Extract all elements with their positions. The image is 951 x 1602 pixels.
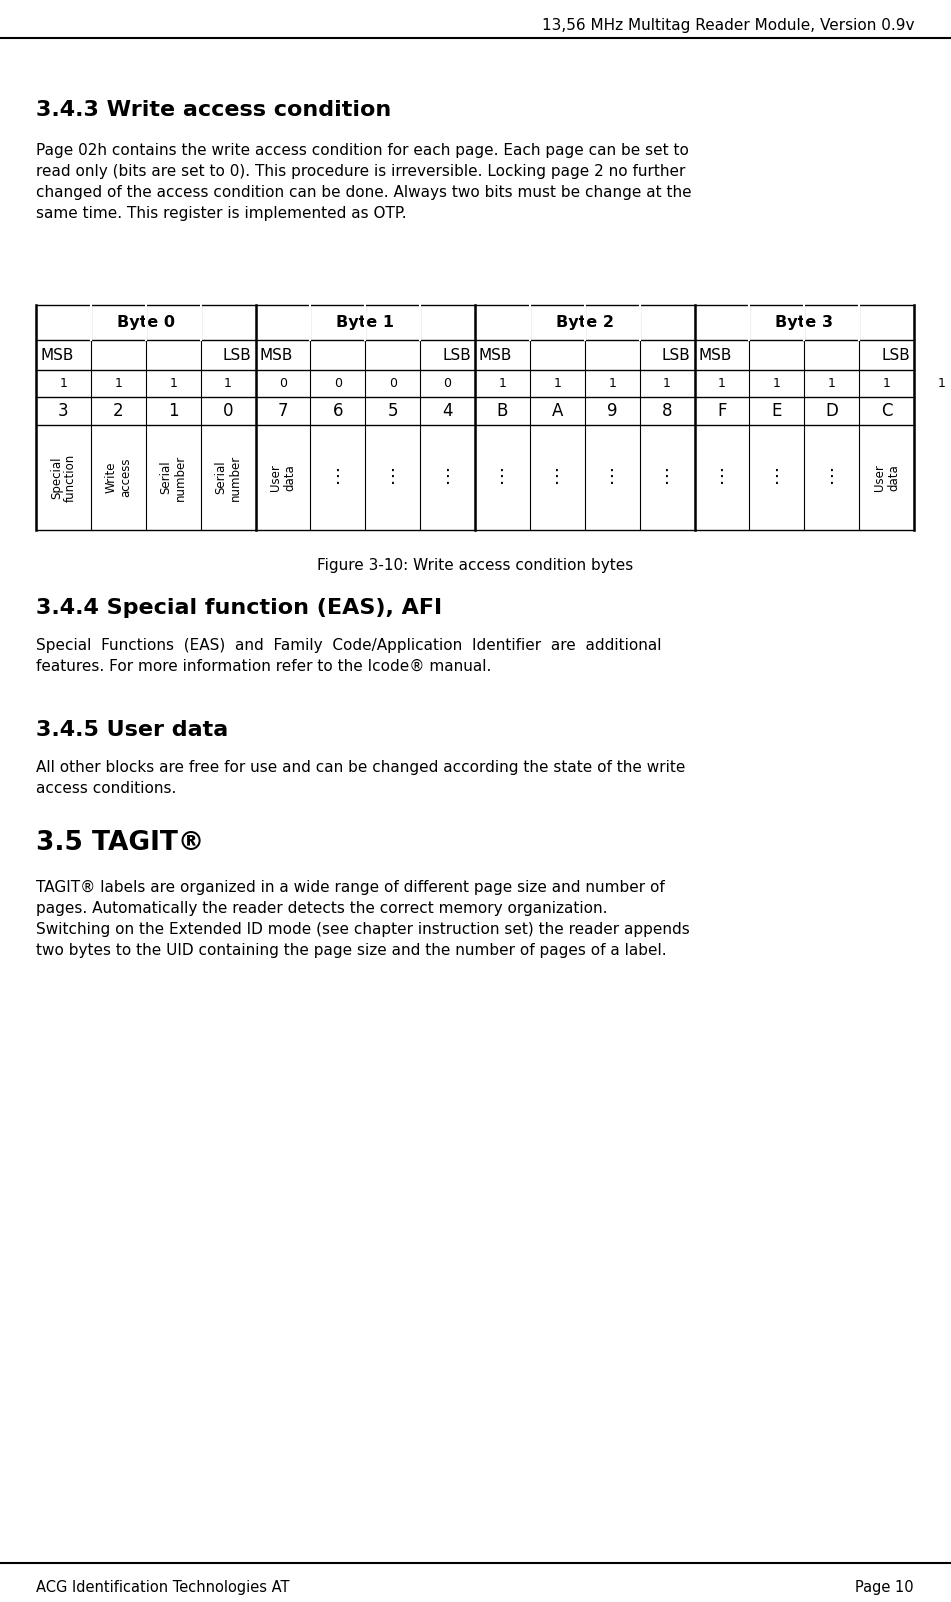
Text: Byte 0: Byte 0 xyxy=(117,316,175,330)
Text: Page 10: Page 10 xyxy=(855,1580,914,1596)
Text: User
data: User data xyxy=(873,465,900,490)
Text: Special  Functions  (EAS)  and  Family  Code/Application  Identifier  are  addit: Special Functions (EAS) and Family Code/… xyxy=(36,638,662,674)
Text: Figure 3-10: Write access condition bytes: Figure 3-10: Write access condition byte… xyxy=(318,557,633,574)
Text: C: C xyxy=(881,402,892,420)
Text: 0: 0 xyxy=(443,376,452,389)
Text: E: E xyxy=(771,402,782,420)
Text: All other blocks are free for use and can be changed according the state of the : All other blocks are free for use and ca… xyxy=(36,759,686,796)
Text: 1: 1 xyxy=(114,376,123,389)
Text: Byte 3: Byte 3 xyxy=(775,316,833,330)
Text: LSB: LSB xyxy=(662,348,690,362)
Text: MSB: MSB xyxy=(698,348,732,362)
Text: 1: 1 xyxy=(663,376,671,389)
Text: MSB: MSB xyxy=(260,348,293,362)
Text: ⋮: ⋮ xyxy=(383,468,401,487)
Text: ACG Identification Technologies AT: ACG Identification Technologies AT xyxy=(36,1580,289,1596)
Text: 3.4.5 User data: 3.4.5 User data xyxy=(36,719,228,740)
Text: ⋮: ⋮ xyxy=(713,468,731,487)
Text: ⋮: ⋮ xyxy=(603,468,621,487)
Text: Byte 2: Byte 2 xyxy=(555,316,613,330)
Text: 9: 9 xyxy=(607,402,617,420)
Text: ⋮: ⋮ xyxy=(494,468,512,487)
Text: MSB: MSB xyxy=(40,348,73,362)
Text: 1: 1 xyxy=(773,376,781,389)
Text: ⋮: ⋮ xyxy=(767,468,786,487)
Text: 1: 1 xyxy=(60,376,68,389)
Text: B: B xyxy=(496,402,508,420)
Text: A: A xyxy=(552,402,563,420)
Text: 0: 0 xyxy=(334,376,341,389)
Text: 3: 3 xyxy=(58,402,68,420)
Text: D: D xyxy=(825,402,838,420)
Text: Page 02h contains the write access condition for each page. Each page can be set: Page 02h contains the write access condi… xyxy=(36,143,691,221)
Text: TAGIT® labels are organized in a wide range of different page size and number of: TAGIT® labels are organized in a wide ra… xyxy=(36,879,689,958)
Text: 13,56 MHz Multitag Reader Module, Version 0.9v: 13,56 MHz Multitag Reader Module, Versio… xyxy=(541,18,914,34)
Text: F: F xyxy=(717,402,727,420)
Text: Byte 1: Byte 1 xyxy=(337,316,395,330)
Text: 0: 0 xyxy=(389,376,397,389)
Text: 4: 4 xyxy=(442,402,453,420)
Text: Write
access: Write access xyxy=(105,458,132,497)
Text: 1: 1 xyxy=(938,376,945,389)
Text: 5: 5 xyxy=(387,402,398,420)
Text: 8: 8 xyxy=(662,402,672,420)
Text: 1: 1 xyxy=(553,376,561,389)
Text: 1: 1 xyxy=(224,376,232,389)
Text: 7: 7 xyxy=(278,402,288,420)
Text: LSB: LSB xyxy=(223,348,251,362)
Text: 1: 1 xyxy=(168,402,179,420)
Text: 0: 0 xyxy=(279,376,287,389)
Text: 1: 1 xyxy=(169,376,177,389)
Text: ⋮: ⋮ xyxy=(329,468,347,487)
Text: ⋮: ⋮ xyxy=(549,468,566,487)
Text: LSB: LSB xyxy=(882,348,910,362)
Text: 2: 2 xyxy=(113,402,124,420)
Text: 0: 0 xyxy=(223,402,233,420)
Text: 3.4.3 Write access condition: 3.4.3 Write access condition xyxy=(36,99,391,120)
Text: User
data: User data xyxy=(269,465,297,490)
Text: MSB: MSB xyxy=(479,348,513,362)
Text: Serial
number: Serial number xyxy=(160,455,186,500)
Text: 1: 1 xyxy=(609,376,616,389)
Text: ⋮: ⋮ xyxy=(438,468,456,487)
Text: 1: 1 xyxy=(718,376,726,389)
Text: LSB: LSB xyxy=(442,348,471,362)
Text: 1: 1 xyxy=(827,376,836,389)
Text: ⋮: ⋮ xyxy=(658,468,676,487)
Text: Special
function: Special function xyxy=(50,453,77,501)
Text: 1: 1 xyxy=(498,376,506,389)
Text: Serial
number: Serial number xyxy=(215,455,242,500)
Text: 3.4.4 Special function (EAS), AFI: 3.4.4 Special function (EAS), AFI xyxy=(36,598,442,618)
Text: 6: 6 xyxy=(333,402,343,420)
Text: ⋮: ⋮ xyxy=(823,468,841,487)
Text: 1: 1 xyxy=(883,376,890,389)
Text: 3.5 TAGIT®: 3.5 TAGIT® xyxy=(36,830,204,855)
